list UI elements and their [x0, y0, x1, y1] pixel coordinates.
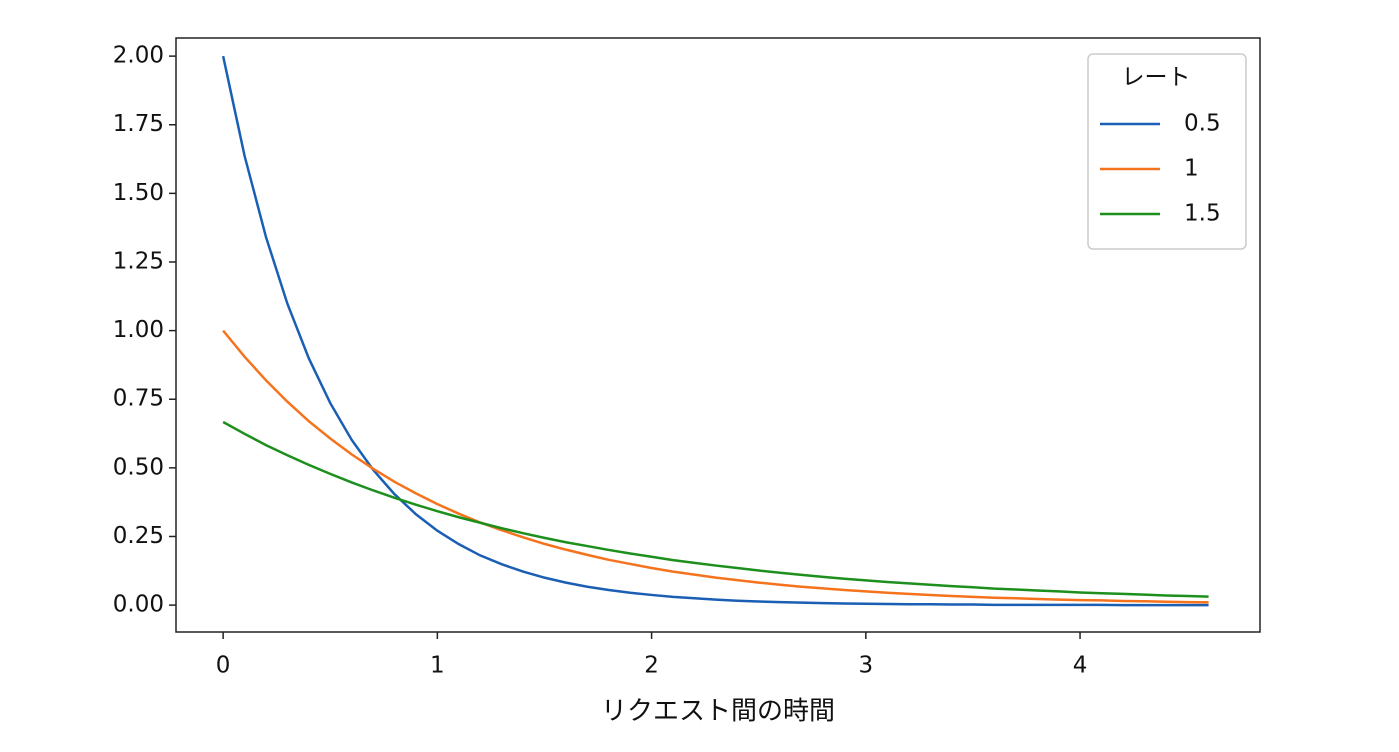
y-tick-label: 0.00	[113, 592, 164, 618]
series-line	[222, 420, 1209, 598]
y-tick-label: 0.25	[113, 523, 164, 549]
y-tick-label: 1.50	[113, 180, 164, 206]
x-tick-label: 4	[1073, 653, 1088, 679]
series-line	[222, 329, 1209, 604]
y-tick-label: 1.25	[113, 248, 164, 274]
x-tick-label: 1	[430, 653, 445, 679]
x-axis-label: リクエスト間の時間	[601, 697, 835, 727]
x-tick-label: 2	[644, 653, 659, 679]
y-tick-label: 2.00	[113, 43, 164, 69]
legend-label: 1.5	[1184, 201, 1221, 227]
legend-label: 0.5	[1184, 111, 1221, 137]
legend-label: 1	[1184, 156, 1199, 182]
y-tick-label: 0.50	[113, 454, 164, 480]
y-tick-label: 0.75	[113, 386, 164, 412]
x-tick-label: 0	[216, 653, 231, 679]
legend-title: レート	[1122, 65, 1191, 91]
series-line	[221, 55, 1209, 607]
legend-box	[1087, 53, 1247, 250]
x-tick-label: 3	[858, 653, 873, 679]
y-tick-label: 1.00	[113, 317, 164, 343]
plot-frame	[175, 37, 1261, 633]
y-tick-label: 1.75	[113, 111, 164, 137]
